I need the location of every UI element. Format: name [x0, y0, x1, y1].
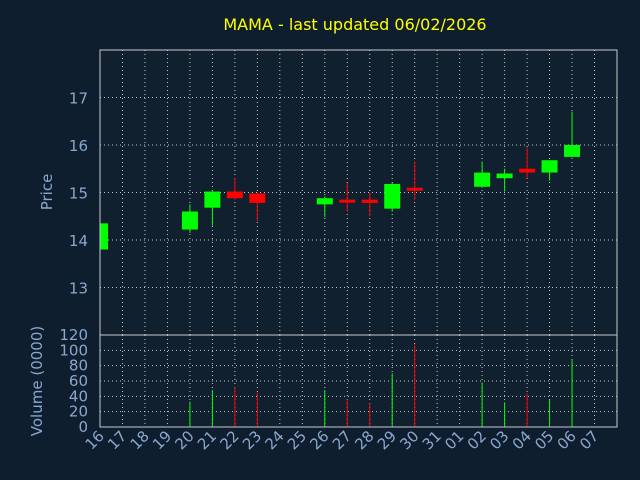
candle [226, 178, 243, 200]
volume-tick-label: 40 [69, 387, 88, 405]
candle-body [384, 183, 401, 209]
volume-plot-area [100, 335, 617, 427]
plot-frames [99, 49, 618, 428]
price-tick-label: 17 [69, 90, 88, 108]
candle [541, 160, 558, 181]
price-tick-label: 16 [69, 137, 88, 155]
plot-background [100, 50, 617, 427]
price-tick-label: 15 [69, 185, 88, 203]
candle-body [541, 160, 558, 173]
candle [474, 161, 491, 188]
candle [406, 161, 423, 200]
candle-body [519, 168, 536, 173]
x-tick-labels: 1617181920212223242526272829303101020304… [82, 427, 603, 453]
candle-body [339, 199, 356, 203]
candle-body [361, 199, 378, 203]
candle [316, 196, 333, 218]
volume-tick-label: 60 [69, 372, 88, 390]
volume-axis-label: Volume (0000) [28, 326, 46, 436]
candle-body [496, 173, 513, 179]
price-tick-labels: 13 14 15 16 17 [69, 90, 88, 298]
candle-body [204, 191, 221, 208]
candle [519, 147, 536, 179]
volume-tick-label: 0 [78, 418, 88, 436]
volume-tick-label: 20 [69, 403, 88, 421]
volume-bars [189, 344, 573, 427]
candle [99, 223, 108, 250]
price-axis-label: Price [38, 174, 56, 211]
candle-body [249, 193, 266, 203]
volume-tick-label: 120 [59, 326, 88, 344]
candle [204, 190, 221, 226]
candle-body [100, 223, 108, 250]
candle [339, 183, 356, 212]
candle-body [474, 172, 491, 187]
candle [496, 168, 513, 192]
candle [384, 183, 401, 212]
candle [361, 192, 378, 217]
candle-body [181, 211, 198, 230]
price-tick-label: 14 [69, 232, 88, 250]
volume-frame [99, 334, 618, 428]
candle [564, 111, 581, 157]
x-axis-label: Day [333, 458, 363, 476]
candle [181, 204, 198, 233]
volume-tick-label: 100 [59, 341, 88, 359]
volume-tick-label: 80 [69, 357, 88, 375]
x-tick-label: 07 [576, 427, 602, 453]
candle [249, 192, 266, 221]
candle-body [316, 198, 333, 205]
candle-body [564, 145, 581, 157]
price-tick-label: 13 [69, 280, 88, 298]
price-plot-area [100, 50, 617, 335]
candle-body [406, 187, 423, 191]
candle-body [226, 191, 243, 199]
chart-title: MAMA - last updated 06/02/2026 [223, 15, 486, 34]
